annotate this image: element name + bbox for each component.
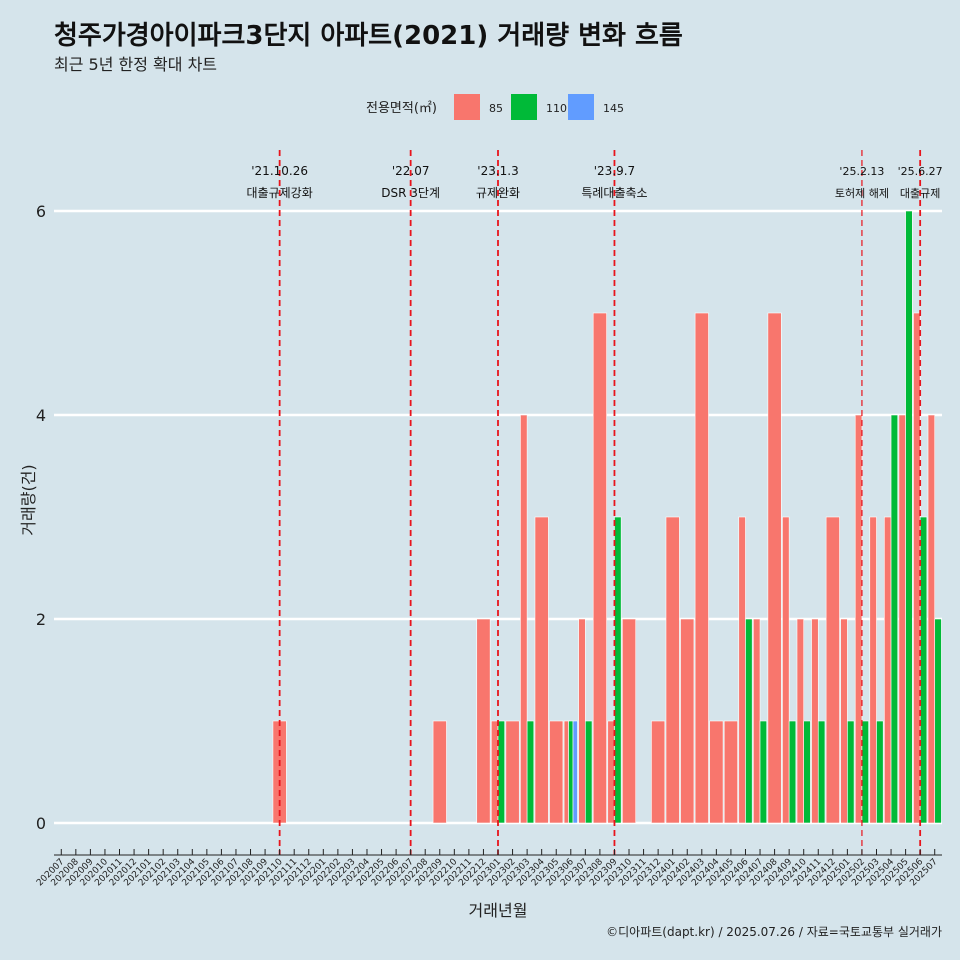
bar-202412-85	[825, 516, 840, 824]
bar-202306-145	[572, 720, 578, 824]
bar-202502-85	[854, 414, 863, 824]
bar-202407-110	[759, 720, 768, 824]
event-date: '25.2.13	[839, 165, 884, 178]
legend: 전용면적(㎡) 85 110 145	[366, 94, 624, 120]
bar-202209-85	[432, 720, 447, 824]
bar-202503-110	[876, 720, 884, 824]
bar-202402-85	[680, 618, 695, 824]
bar-202405-85	[723, 720, 738, 824]
bar-202408-85	[767, 312, 782, 824]
event-label: 대출규제	[900, 187, 940, 200]
legend-title: 전용면적(㎡)	[366, 101, 437, 116]
legend-label-110: 110	[546, 102, 567, 115]
y-tick-label: 4	[36, 406, 46, 425]
bar-202309-110	[614, 516, 622, 824]
event-label: DSR 3단계	[381, 186, 440, 200]
event-date: '25.6.27	[898, 165, 943, 178]
chart-subtitle: 최근 5년 한정 확대 차트	[54, 55, 217, 74]
x-axis: 2020072020082020092020102020112020122021…	[35, 849, 942, 888]
bar-202507-85	[927, 414, 936, 824]
bar-202301-85	[491, 720, 499, 824]
bar-202411-85	[811, 618, 819, 824]
bar-202505-85	[898, 414, 906, 824]
legend-key-110	[511, 94, 537, 120]
y-tick-label: 6	[36, 202, 46, 221]
legend-label-85: 85	[489, 102, 503, 115]
event-label: 특례대출축소	[581, 186, 647, 200]
bar-202407-85	[753, 618, 761, 824]
legend-label-145: 145	[603, 102, 624, 115]
chart-title: 청주가경아이파크3단지 아파트(2021) 거래량 변화 흐름	[54, 21, 683, 51]
bar-202306-110	[568, 720, 574, 824]
bar-202312-85	[651, 720, 666, 824]
bar-202504-110	[890, 414, 899, 824]
event-date: '23.9.7	[594, 164, 635, 178]
legend-key-145	[568, 94, 594, 120]
bar-202502-110	[861, 720, 869, 824]
bar-202506-85	[913, 312, 921, 824]
bar-202409-85	[782, 516, 790, 824]
bar-202301-110	[497, 720, 505, 824]
bar-202406-85	[738, 516, 746, 824]
bar-202308-85	[592, 312, 607, 824]
bar-202307-110	[585, 720, 593, 824]
bar-202306-85	[563, 720, 569, 824]
bar-202411-110	[817, 720, 826, 824]
event-label: 규제완화	[476, 186, 520, 200]
bar-202410-110	[803, 720, 811, 824]
y-axis: 0 2 4 6	[36, 202, 46, 833]
event-date: '22.07	[392, 164, 430, 178]
event-label: 대출규제강화	[247, 186, 313, 200]
bars	[272, 210, 942, 824]
bar-202303-85	[520, 414, 528, 824]
bar-202505-110	[905, 210, 913, 824]
bar-202507-110	[934, 618, 942, 824]
bar-202409-110	[788, 720, 797, 824]
bar-202410-85	[796, 618, 805, 824]
y-tick-label: 0	[36, 814, 46, 833]
bar-202501-110	[847, 720, 855, 824]
bar-202504-85	[884, 516, 892, 824]
event-label: 토허제 해제	[835, 186, 889, 200]
legend-key-85	[454, 94, 480, 120]
bar-202406-110	[745, 618, 753, 824]
bar-202309-85	[607, 720, 615, 824]
bar-202303-110	[526, 720, 535, 824]
event-date: '21.10.26	[251, 164, 308, 178]
bar-202404-85	[709, 720, 724, 824]
bar-202503-85	[869, 516, 877, 824]
bar-202310-85	[622, 618, 637, 824]
bar-202212-85	[476, 618, 491, 824]
bar-202305-85	[549, 720, 564, 824]
caption: ©디아파트(dapt.kr) / 2025.07.26 / 자료=국토교통부 실…	[606, 925, 942, 939]
x-axis-label: 거래년월	[469, 901, 528, 920]
event-date: '23.1.3	[477, 164, 518, 178]
event-lines: '21.10.26 대출규제강화 '22.07 DSR 3단계 '23.1.3 규제완화 '…	[247, 150, 943, 855]
bar-202506-110	[919, 516, 928, 824]
bar-202302-85	[505, 720, 520, 824]
y-axis-label: 거래량(건)	[19, 464, 38, 535]
bar-202501-85	[840, 618, 848, 824]
bar-202304-85	[534, 516, 549, 824]
bar-202307-85	[578, 618, 586, 824]
bar-202403-85	[694, 312, 709, 824]
legend-items: 85 110 145	[454, 94, 624, 120]
bar-202401-85	[665, 516, 680, 824]
y-tick-label: 2	[36, 610, 46, 629]
